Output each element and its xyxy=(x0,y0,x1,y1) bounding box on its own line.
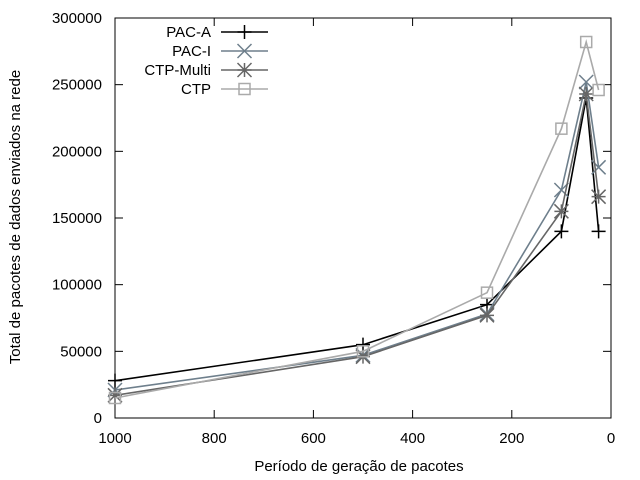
legend: PAC-A PAC-I CTP-Multi CTP xyxy=(144,24,268,98)
legend-label: PAC-I xyxy=(172,43,211,60)
y-tick-label: 300000 xyxy=(52,10,102,27)
data-point xyxy=(579,35,593,49)
series-line xyxy=(114,81,600,391)
legend-marker xyxy=(236,43,253,59)
legend-marker xyxy=(236,62,253,78)
data-point xyxy=(553,203,569,219)
data-point xyxy=(591,224,606,239)
x-tick-label: 800 xyxy=(202,430,227,447)
legend-item: CTP-Multi xyxy=(144,62,268,79)
data-point xyxy=(479,307,495,323)
data-point xyxy=(108,391,122,405)
x-tick-label: 400 xyxy=(400,430,425,447)
data-point xyxy=(591,189,607,205)
series-line xyxy=(114,93,600,397)
data-point xyxy=(108,373,122,388)
y-tick-label: 250000 xyxy=(52,77,102,94)
legend-item: PAC-A xyxy=(166,24,268,41)
y-tick-label: 150000 xyxy=(52,210,102,227)
data-point xyxy=(578,74,594,90)
data-point xyxy=(555,122,568,135)
x-axis-label: Período de geração de pacotes xyxy=(254,458,463,475)
y-tick-label: 50000 xyxy=(60,343,102,360)
legend-item: PAC-I xyxy=(172,43,268,60)
data-point xyxy=(553,182,569,198)
legend-label: CTP xyxy=(181,81,211,98)
data-point xyxy=(578,86,594,102)
legend-item: CTP xyxy=(181,81,268,98)
x-tick-label: 1000 xyxy=(98,430,131,447)
legend-marker xyxy=(237,25,252,39)
legend-marker xyxy=(238,82,251,96)
data-point xyxy=(554,224,569,239)
legend-label: PAC-A xyxy=(166,24,211,41)
x-tick-label: 200 xyxy=(499,430,524,447)
data-point xyxy=(480,286,494,299)
y-axis-label: Total de pacotes de dados enviados na re… xyxy=(7,70,24,364)
data-point xyxy=(592,83,605,97)
axis-ticks: 0 50000 100000 150000 200000 250000 300000 1000… xyxy=(52,10,615,447)
legend-label: CTP-Multi xyxy=(144,62,211,79)
y-tick-label: 0 xyxy=(94,410,102,427)
series-line xyxy=(114,38,600,399)
data-point xyxy=(356,337,370,352)
series-line xyxy=(114,97,600,382)
y-tick-label: 200000 xyxy=(52,143,102,160)
x-tick-label: 600 xyxy=(301,430,326,447)
series-ctp xyxy=(108,35,605,405)
x-tick-label: 0 xyxy=(607,430,615,447)
y-tick-label: 100000 xyxy=(52,277,102,294)
data-series xyxy=(107,35,607,405)
data-point xyxy=(107,387,123,403)
data-point xyxy=(356,345,370,358)
